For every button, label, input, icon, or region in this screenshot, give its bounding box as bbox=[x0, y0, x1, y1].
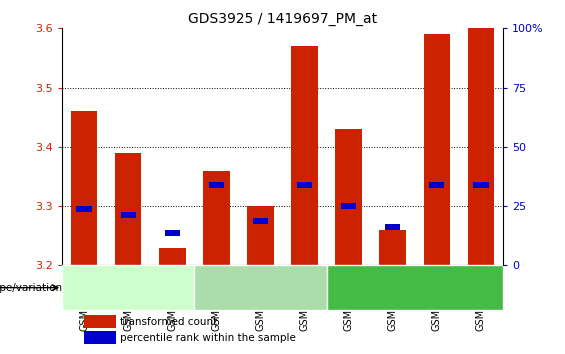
Bar bbox=[341, 203, 357, 209]
Title: GDS3925 / 1419697_PM_at: GDS3925 / 1419697_PM_at bbox=[188, 12, 377, 26]
Bar bbox=[120, 212, 136, 218]
Text: percentile rank within the sample: percentile rank within the sample bbox=[120, 333, 296, 343]
Bar bbox=[115, 153, 141, 266]
Bar bbox=[159, 248, 185, 266]
Bar bbox=[208, 182, 224, 188]
Bar bbox=[247, 206, 273, 266]
Bar bbox=[380, 230, 406, 266]
Bar bbox=[203, 171, 229, 266]
Bar bbox=[468, 28, 494, 266]
Bar bbox=[253, 218, 268, 224]
Text: wild type (WT) control: wild type (WT) control bbox=[361, 282, 468, 293]
Bar bbox=[297, 182, 312, 188]
FancyBboxPatch shape bbox=[327, 266, 503, 310]
FancyBboxPatch shape bbox=[84, 315, 116, 328]
FancyBboxPatch shape bbox=[62, 266, 194, 310]
Text: transformed count: transformed count bbox=[120, 317, 218, 327]
Bar bbox=[164, 230, 180, 236]
Bar bbox=[473, 182, 489, 188]
Text: inflammasome adapter null
(ASC-/-): inflammasome adapter null (ASC-/-) bbox=[193, 277, 328, 298]
Bar bbox=[292, 46, 318, 266]
Bar bbox=[429, 182, 445, 188]
FancyBboxPatch shape bbox=[194, 266, 327, 310]
Bar bbox=[336, 129, 362, 266]
Text: Caspase 1 null (Casp1-/-): Caspase 1 null (Casp1-/-) bbox=[67, 282, 190, 293]
FancyBboxPatch shape bbox=[84, 331, 116, 344]
Bar bbox=[76, 206, 92, 212]
Bar bbox=[424, 34, 450, 266]
Bar bbox=[71, 111, 97, 266]
Text: genotype/variation: genotype/variation bbox=[0, 282, 62, 293]
Bar bbox=[385, 224, 401, 230]
